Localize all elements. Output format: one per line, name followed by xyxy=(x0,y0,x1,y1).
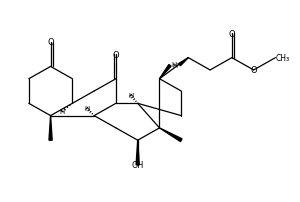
Text: H: H xyxy=(84,106,89,112)
Text: H: H xyxy=(172,62,177,68)
Text: CH₃: CH₃ xyxy=(275,54,290,63)
Text: H: H xyxy=(128,93,133,99)
Text: O: O xyxy=(229,29,235,38)
Text: H: H xyxy=(172,63,178,69)
Text: O: O xyxy=(112,50,119,59)
Text: H: H xyxy=(59,108,65,115)
Polygon shape xyxy=(160,65,171,79)
Text: OH: OH xyxy=(132,161,144,169)
Polygon shape xyxy=(49,116,52,141)
Polygon shape xyxy=(178,58,188,66)
Polygon shape xyxy=(136,141,139,165)
Text: O: O xyxy=(250,66,257,75)
Polygon shape xyxy=(160,128,182,142)
Text: O: O xyxy=(47,38,54,47)
